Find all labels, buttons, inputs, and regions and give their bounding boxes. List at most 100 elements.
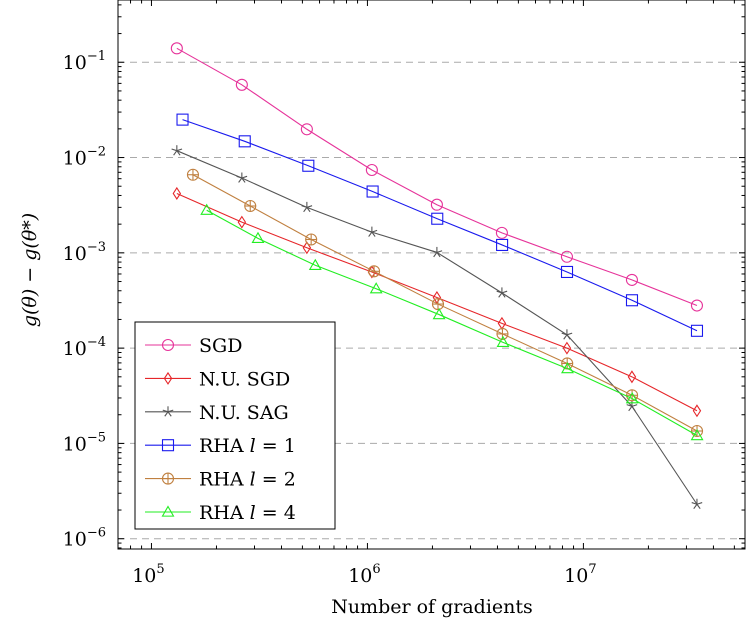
legend-label-name: RHA xyxy=(199,435,244,457)
legend-label-l-value: 2 xyxy=(284,469,296,491)
x-tick-label-exponent: 5 xyxy=(156,562,164,577)
y-tick-label-base: 10 xyxy=(63,148,87,170)
data-point xyxy=(432,307,446,320)
x-tick-label-exponent: 7 xyxy=(588,562,596,577)
x-tick-label-base: 10 xyxy=(132,565,156,587)
legend-item: N.U. SGD xyxy=(145,368,290,390)
y-tick-label: 10−5 xyxy=(63,430,106,455)
legend-label: N.U. SGD xyxy=(199,368,290,390)
data-point xyxy=(302,241,312,255)
data-point xyxy=(170,42,183,55)
series-line xyxy=(206,209,698,437)
legend-label: RHA l = 4 xyxy=(199,502,296,524)
x-tick-label: 106 xyxy=(348,562,380,587)
data-point xyxy=(691,498,703,510)
y-tick-label-exponent: −5 xyxy=(87,430,106,445)
series-rha-l2 xyxy=(186,168,704,438)
data-point xyxy=(690,324,704,337)
data-point xyxy=(305,233,318,246)
legend-label-name: SGD xyxy=(199,335,242,357)
y-tick-label-base: 10 xyxy=(63,243,87,265)
legend-label: RHA l = 2 xyxy=(199,469,296,491)
legend-label-name: N.U. SGD xyxy=(199,368,290,390)
legend-marker xyxy=(162,406,174,417)
data-point xyxy=(692,404,702,418)
legend-item: SGD xyxy=(145,335,242,357)
series-n-u-sgd xyxy=(172,186,702,418)
legend-item: RHA l = 1 xyxy=(145,435,296,457)
y-tick-label: 10−2 xyxy=(63,145,106,170)
data-point xyxy=(171,145,183,156)
legend-item: RHA l = 2 xyxy=(145,469,296,491)
data-point xyxy=(251,231,265,243)
y-tick-label-base: 10 xyxy=(63,433,87,455)
data-point xyxy=(366,185,379,198)
series-n-u-sag xyxy=(171,145,703,510)
grid-lines xyxy=(118,61,745,540)
data-point xyxy=(430,198,443,211)
legend-item: N.U. SAG xyxy=(145,402,289,424)
legend-label-name: RHA xyxy=(199,469,244,491)
data-point xyxy=(625,273,638,286)
legend-marker xyxy=(161,439,175,452)
data-point xyxy=(244,199,257,213)
legend-label: SGD xyxy=(199,335,242,357)
y-tick-label-exponent: −4 xyxy=(87,335,106,350)
legend-label-name: RHA xyxy=(199,502,244,524)
data-point xyxy=(186,168,200,181)
data-point xyxy=(172,186,182,200)
x-axis-label: Number of gradients xyxy=(331,596,533,618)
data-point xyxy=(431,298,445,311)
data-point xyxy=(368,265,381,278)
legend-box xyxy=(134,321,336,530)
data-point xyxy=(369,282,383,294)
legend-label: N.U. SAG xyxy=(199,402,289,424)
data-point xyxy=(560,265,574,279)
data-point xyxy=(496,287,508,298)
data-point xyxy=(302,159,315,172)
legend-label-l-value: 1 xyxy=(284,435,296,457)
series-line xyxy=(176,192,698,412)
y-tick-label-base: 10 xyxy=(63,52,87,74)
data-point xyxy=(561,329,573,340)
data-point xyxy=(625,294,639,307)
data-point xyxy=(560,250,573,263)
legend-label-name: N.U. SAG xyxy=(199,402,289,424)
x-tick-label: 105 xyxy=(132,562,164,587)
x-tick-label: 107 xyxy=(564,562,596,587)
y-tick-label-base: 10 xyxy=(63,529,87,551)
y-tick-label-exponent: −2 xyxy=(87,145,106,160)
y-tick-label-base: 10 xyxy=(63,338,87,360)
series-sgd xyxy=(170,42,704,312)
data-point xyxy=(496,335,510,348)
legend-label-l-value: 4 xyxy=(284,502,296,524)
axis-ticks xyxy=(117,0,745,549)
data-point xyxy=(627,370,637,384)
series-rha-l1 xyxy=(176,113,704,337)
legend-marker xyxy=(161,505,175,517)
data-point xyxy=(235,78,248,91)
data-point xyxy=(690,428,704,441)
data-point xyxy=(200,203,214,215)
data-point xyxy=(495,226,508,239)
data-point xyxy=(496,238,509,251)
data-point xyxy=(690,299,704,312)
series-line xyxy=(176,47,698,307)
legend-marker xyxy=(161,338,175,352)
legend-marker xyxy=(161,472,175,485)
y-tick-label-exponent: −1 xyxy=(87,49,106,64)
y-tick-label: 10−1 xyxy=(63,49,106,74)
series-layer xyxy=(170,42,704,510)
legend-item: RHA l = 4 xyxy=(145,502,296,524)
data-point xyxy=(238,135,251,148)
y-tick-label: 10−6 xyxy=(63,526,106,551)
data-point xyxy=(237,215,247,229)
data-point xyxy=(176,113,189,126)
data-point xyxy=(431,212,444,225)
data-point xyxy=(366,226,378,237)
series-rha-l4 xyxy=(200,203,704,441)
x-tick-label-base: 10 xyxy=(348,565,372,587)
data-point xyxy=(561,361,574,374)
